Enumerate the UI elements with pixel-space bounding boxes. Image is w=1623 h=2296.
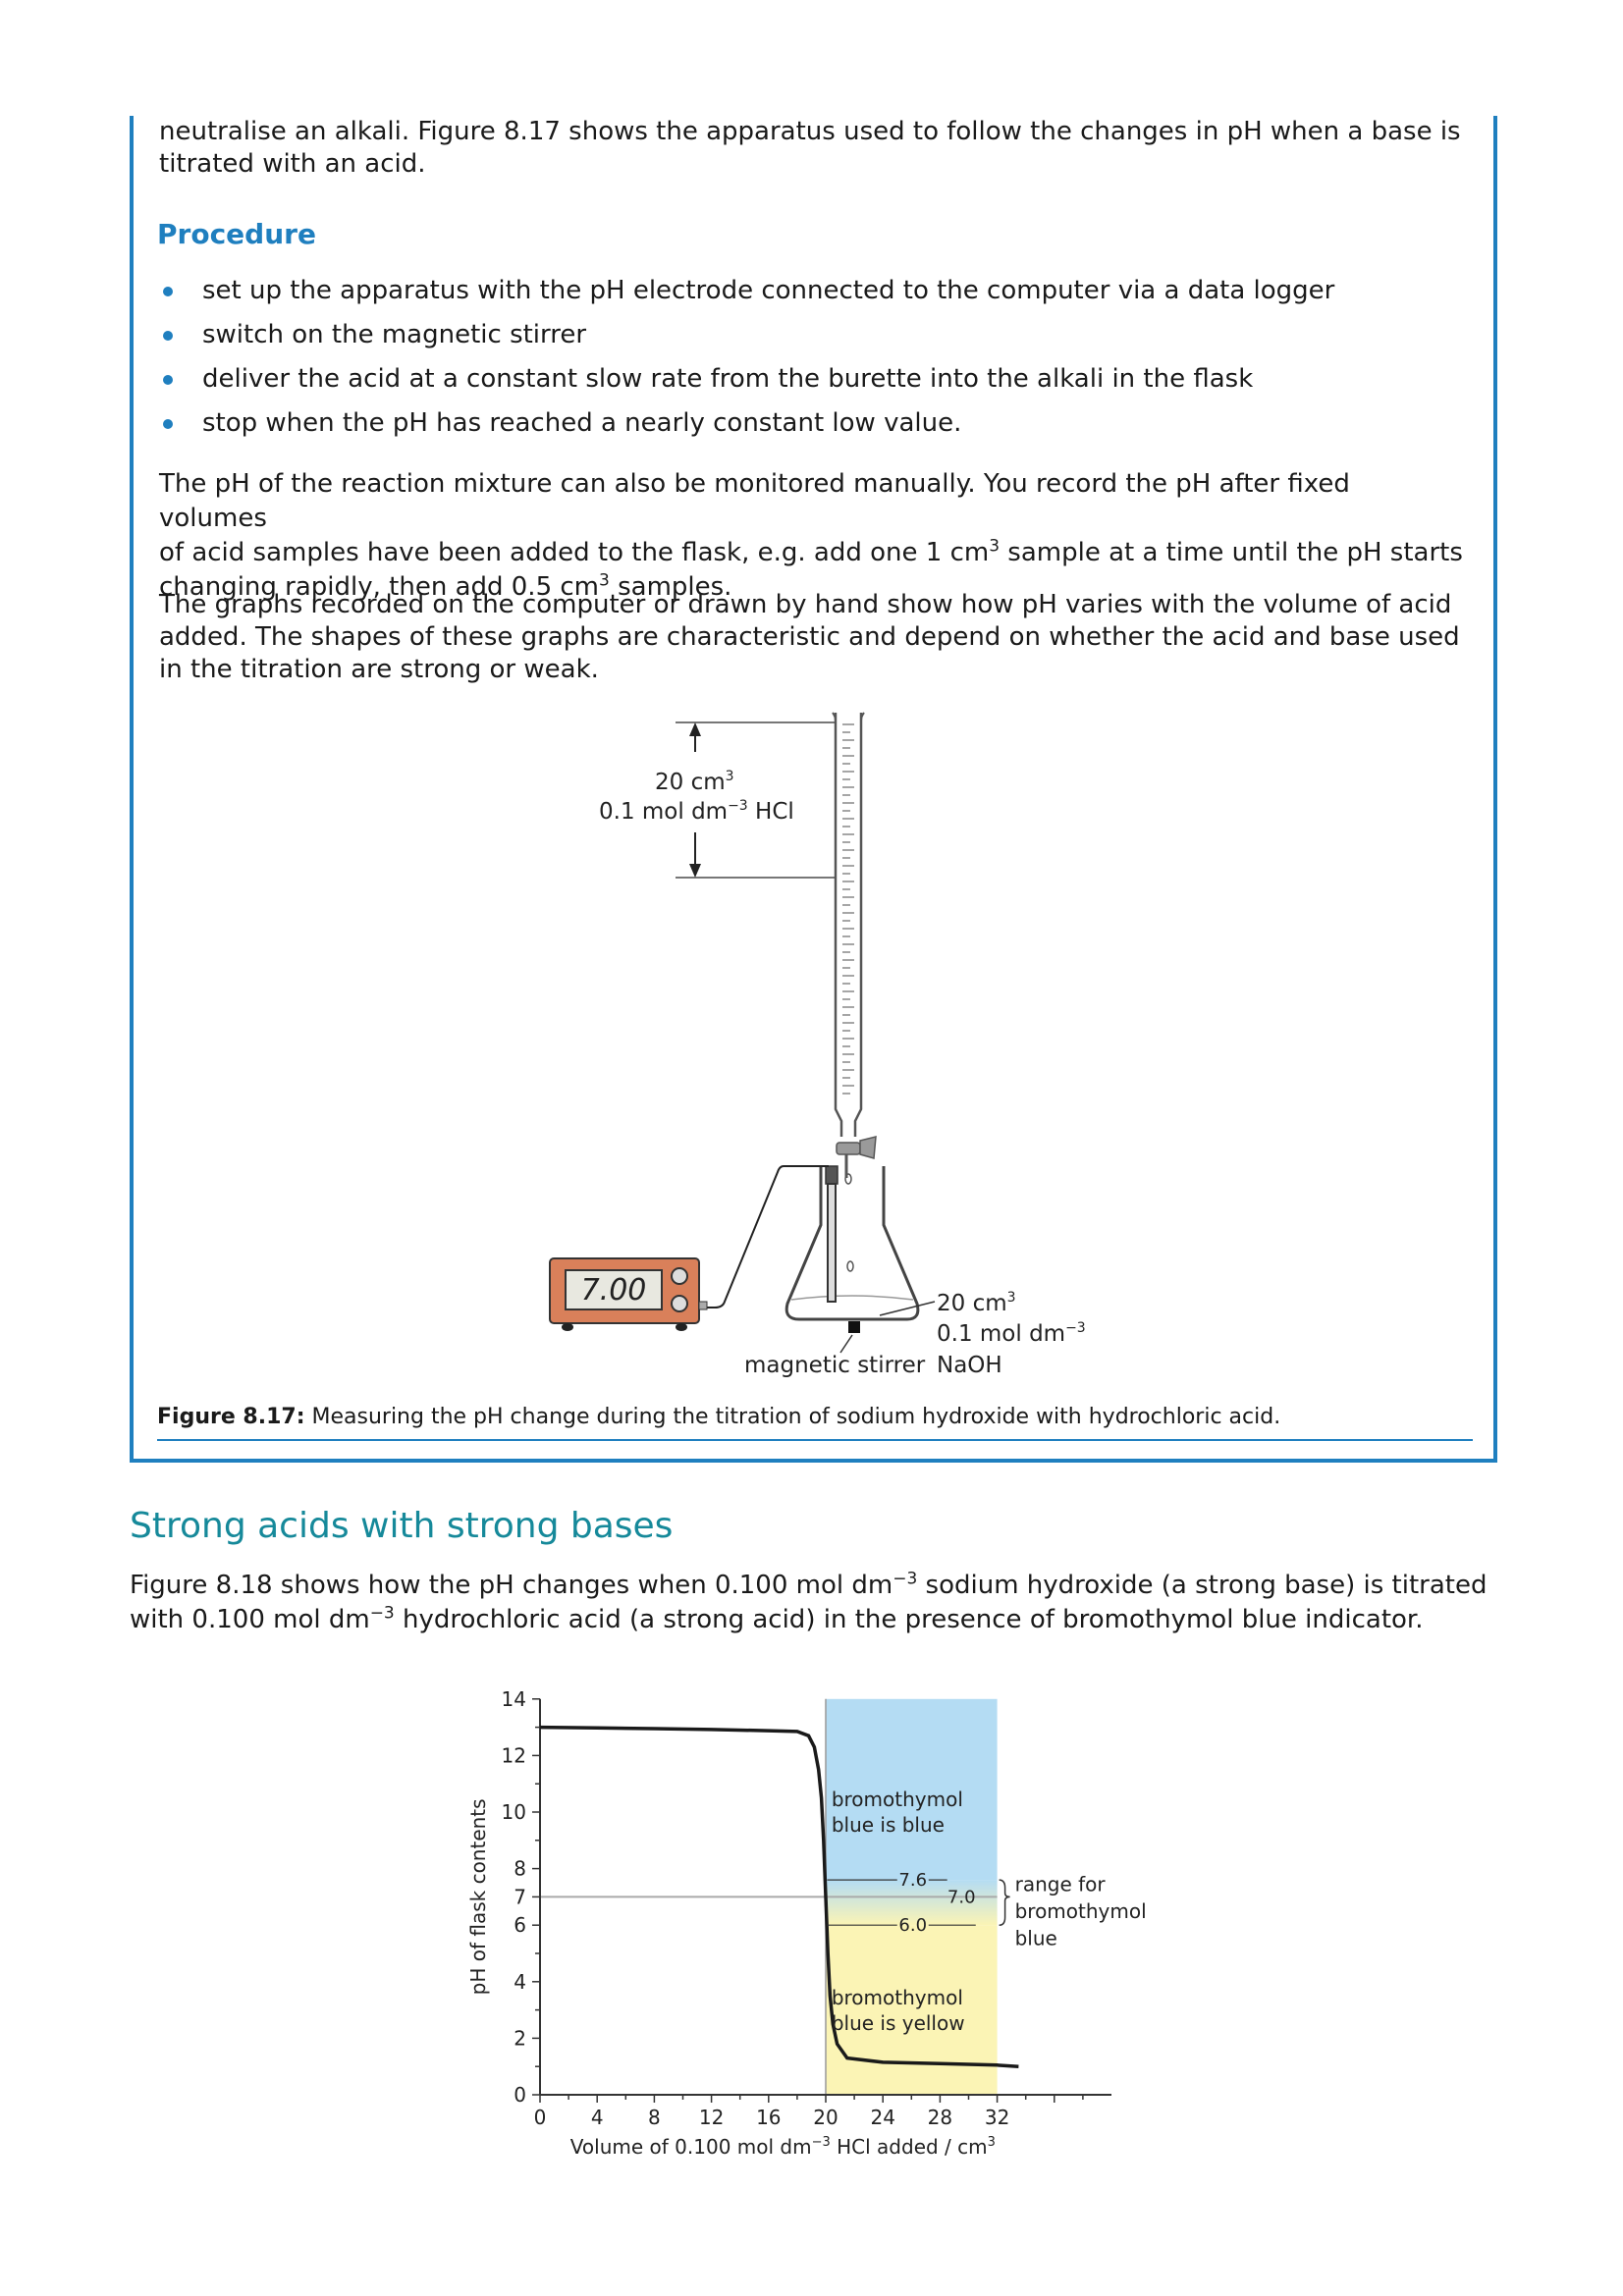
flask-base-label: NaOH	[937, 1353, 1002, 1378]
x-tick-label: 0	[534, 2106, 547, 2129]
list-item: set up the apparatus with the pH electro…	[159, 275, 1465, 319]
y-tick-label: 14	[502, 1687, 526, 1711]
y-tick-label: 4	[514, 1970, 526, 1994]
burette-volume-label: 20 cm3	[655, 769, 734, 795]
series-line	[539, 1725, 1019, 2068]
y-tick-label: 8	[514, 1857, 526, 1881]
activity-box	[130, 116, 1497, 1463]
x-tick-label: 28	[928, 2106, 952, 2129]
range-brace	[999, 1879, 1010, 1926]
list-item: switch on the magnetic stirrer	[159, 319, 1465, 363]
y-tick-label: 10	[502, 1800, 526, 1824]
yellow-region	[826, 1925, 998, 2095]
x-tick-label: 8	[648, 2106, 661, 2129]
stirrer-bar	[848, 1321, 860, 1333]
y-tick-label: 2	[514, 2026, 526, 2050]
y-tick-label: 0	[514, 2083, 526, 2107]
range-label: range for	[1015, 1873, 1107, 1896]
y-axis-label: pH of flask contents	[466, 1798, 490, 1995]
bullet-icon	[163, 331, 173, 341]
blue-region-label: blue is blue	[832, 1813, 945, 1837]
yellow-region-label: blue is yellow	[832, 2011, 965, 2035]
y-tick-label: 7	[514, 1885, 526, 1908]
x-axis-label: Volume of 0.100 mol dm−3 HCl added / cm3	[570, 2135, 996, 2159]
burette	[832, 712, 877, 1178]
ph-7.0-label: 7.0	[947, 1887, 976, 1907]
y-tick-label: 6	[514, 1913, 526, 1937]
blue-region-label: bromothymol	[832, 1788, 963, 1811]
list-item: deliver the acid at a constant slow rate…	[159, 363, 1465, 407]
bullet-icon	[163, 375, 173, 385]
range-label: bromothymol	[1015, 1899, 1147, 1923]
bullet-icon	[163, 287, 173, 296]
manual-paragraph: The pH of the reaction mixture can also …	[159, 469, 1463, 602]
bullet-icon	[163, 419, 173, 429]
x-tick-label: 24	[870, 2106, 894, 2129]
section-paragraph: Figure 8.18 shows how the pH changes whe…	[130, 1569, 1488, 1634]
x-tick-label: 20	[813, 2106, 838, 2129]
intro-paragraph: neutralise an alkali. Figure 8.17 shows …	[159, 117, 1461, 179]
range-label: blue	[1015, 1926, 1057, 1949]
meter-display: 7.00	[581, 1273, 647, 1308]
flask-volume-label: 20 cm3	[937, 1290, 1016, 1316]
apparatus-diagram: 20 cm3 0.1 mol dm−3 HCl 7.00 magnetic st…	[549, 712, 1086, 1378]
transition-region	[826, 1880, 998, 1926]
x-tick-label: 16	[756, 2106, 781, 2129]
burette-concentration-label: 0.1 mol dm−3 HCl	[599, 798, 794, 825]
ph-6.0-label: 6.0	[898, 1915, 927, 1936]
yellow-region-label: bromothymol	[832, 1986, 963, 2009]
procedure-heading: Procedure	[157, 218, 316, 250]
blue-region	[826, 1698, 998, 1881]
graphs-paragraph: The graphs recorded on the computer or d…	[159, 590, 1460, 684]
procedure-list: set up the apparatus with the pH electro…	[159, 275, 1465, 452]
figure-caption: Figure 8.17: Measuring the pH change dur…	[157, 1404, 1473, 1441]
ph-meter: 7.00	[549, 1257, 708, 1331]
conical-flask	[784, 1166, 920, 1321]
section-heading: Strong acids with strong bases	[130, 1506, 674, 1546]
y-tick-label: 12	[502, 1743, 526, 1767]
x-tick-label: 32	[985, 2106, 1009, 2129]
ph-electrode	[703, 1165, 854, 1308]
flask-concentration-label: 0.1 mol dm−3	[937, 1320, 1086, 1347]
list-item: stop when the pH has reached a nearly co…	[159, 407, 1465, 452]
x-tick-label: 4	[591, 2106, 604, 2129]
magnetic-stirrer-label: magnetic stirrer	[744, 1353, 926, 1378]
ph-7.6-label: 7.6	[898, 1870, 927, 1891]
x-tick-label: 12	[699, 2106, 724, 2129]
